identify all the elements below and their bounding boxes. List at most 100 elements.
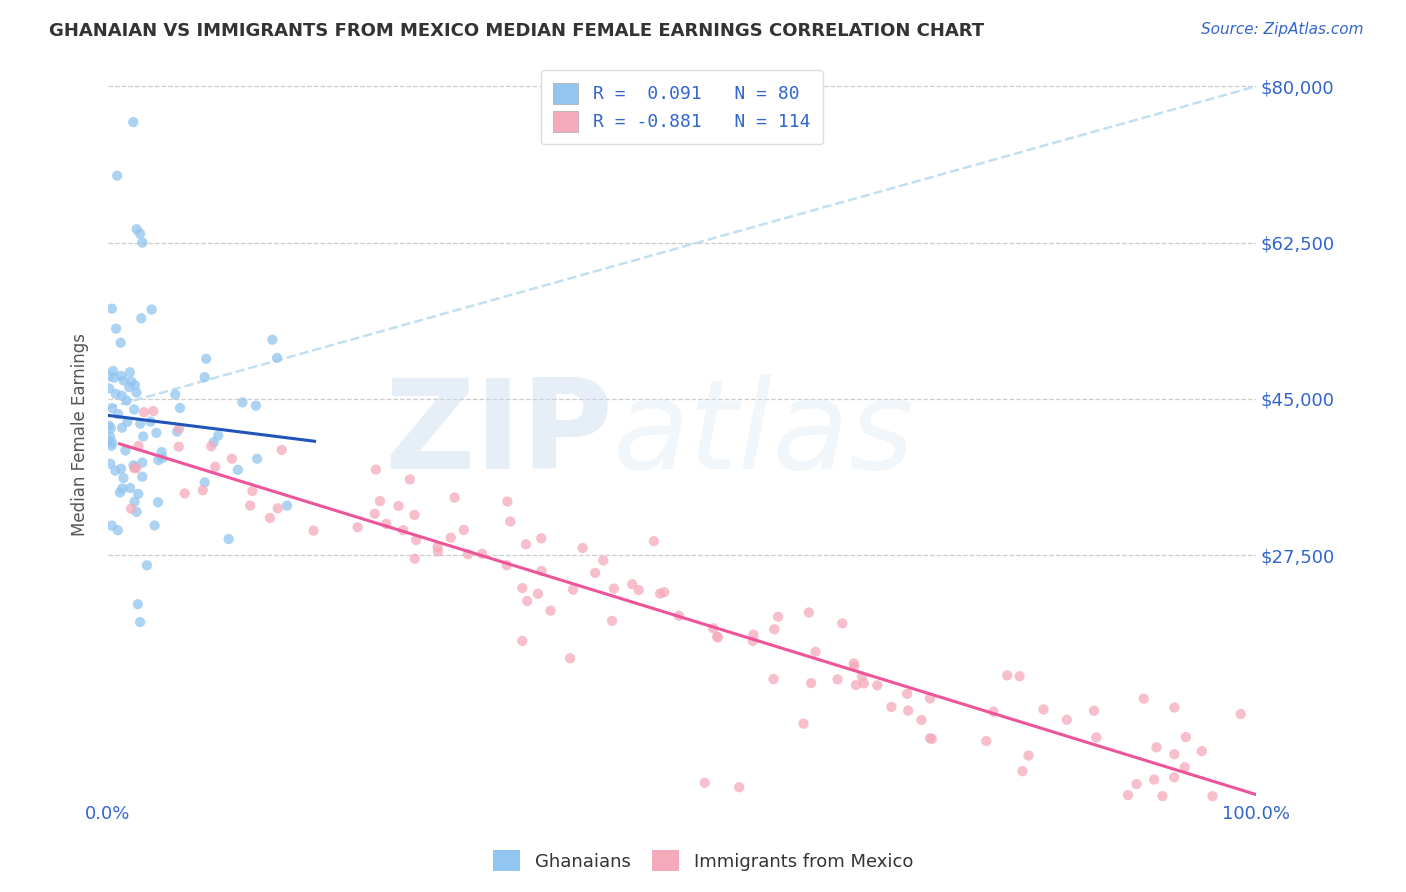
Point — [115, 393, 138, 408]
Point — [804, 645, 827, 659]
Point — [1174, 730, 1197, 744]
Text: atlas: atlas — [613, 374, 915, 495]
Point — [1008, 669, 1031, 683]
Point — [880, 699, 903, 714]
Point — [706, 630, 728, 644]
Point — [457, 547, 479, 561]
Point — [627, 582, 650, 597]
Point — [122, 402, 145, 417]
Point — [226, 463, 249, 477]
Point — [118, 380, 141, 394]
Point — [762, 672, 785, 686]
Point — [1083, 704, 1105, 718]
Point — [166, 425, 188, 439]
Point — [141, 302, 163, 317]
Point — [1191, 744, 1213, 758]
Point — [124, 460, 146, 475]
Point — [246, 451, 269, 466]
Point — [150, 445, 173, 459]
Point — [120, 375, 142, 389]
Point — [122, 458, 145, 473]
Text: GHANAIAN VS IMMIGRANTS FROM MEXICO MEDIAN FEMALE EARNINGS CORRELATION CHART: GHANAIAN VS IMMIGRANTS FROM MEXICO MEDIA… — [49, 22, 984, 40]
Point — [101, 301, 124, 316]
Point — [897, 704, 920, 718]
Point — [98, 418, 121, 433]
Point — [111, 421, 134, 435]
Point — [110, 335, 132, 350]
Point — [105, 169, 128, 183]
Point — [643, 534, 665, 549]
Point — [527, 587, 550, 601]
Point — [270, 442, 292, 457]
Point — [842, 657, 865, 671]
Point — [262, 333, 284, 347]
Point — [242, 483, 264, 498]
Point — [1163, 770, 1185, 784]
Point — [150, 450, 173, 465]
Point — [742, 628, 765, 642]
Point — [129, 417, 152, 431]
Point — [364, 462, 387, 476]
Point — [122, 115, 145, 129]
Point — [112, 471, 135, 485]
Point — [1056, 713, 1078, 727]
Point — [766, 609, 789, 624]
Point — [1116, 788, 1139, 802]
Point — [707, 631, 730, 645]
Point — [1032, 702, 1054, 716]
Point — [103, 370, 125, 384]
Point — [1018, 748, 1040, 763]
Point — [392, 523, 415, 537]
Point — [1011, 764, 1033, 779]
Point — [443, 491, 465, 505]
Point — [167, 440, 190, 454]
Point — [145, 425, 167, 440]
Point — [302, 524, 325, 538]
Point — [368, 494, 391, 508]
Point — [741, 634, 763, 648]
Point — [793, 716, 815, 731]
Point — [125, 461, 148, 475]
Point — [921, 731, 943, 746]
Point — [142, 404, 165, 418]
Point — [995, 668, 1018, 682]
Point — [652, 585, 675, 599]
Point — [693, 776, 716, 790]
Point — [404, 551, 426, 566]
Legend: Ghanaians, Immigrants from Mexico: Ghanaians, Immigrants from Mexico — [486, 843, 920, 879]
Point — [1152, 789, 1174, 804]
Point — [471, 547, 494, 561]
Point — [108, 485, 131, 500]
Point — [562, 582, 585, 597]
Point — [129, 227, 152, 241]
Point — [510, 581, 533, 595]
Point — [169, 401, 191, 415]
Point — [173, 486, 195, 500]
Point — [104, 464, 127, 478]
Point — [797, 606, 820, 620]
Point — [101, 401, 124, 415]
Point — [139, 415, 162, 429]
Point — [800, 676, 823, 690]
Point — [191, 483, 214, 498]
Point — [124, 378, 146, 392]
Point — [827, 673, 849, 687]
Point — [204, 459, 226, 474]
Point — [136, 558, 159, 573]
Point — [132, 429, 155, 443]
Point — [245, 399, 267, 413]
Point — [983, 705, 1005, 719]
Point — [453, 523, 475, 537]
Point — [496, 494, 519, 508]
Point — [851, 669, 873, 683]
Point — [112, 374, 135, 388]
Point — [399, 472, 422, 486]
Point — [1174, 760, 1197, 774]
Point — [276, 499, 298, 513]
Point — [127, 597, 149, 611]
Point — [1125, 777, 1147, 791]
Point — [125, 385, 148, 400]
Point — [852, 676, 875, 690]
Point — [132, 405, 155, 419]
Point — [1143, 772, 1166, 787]
